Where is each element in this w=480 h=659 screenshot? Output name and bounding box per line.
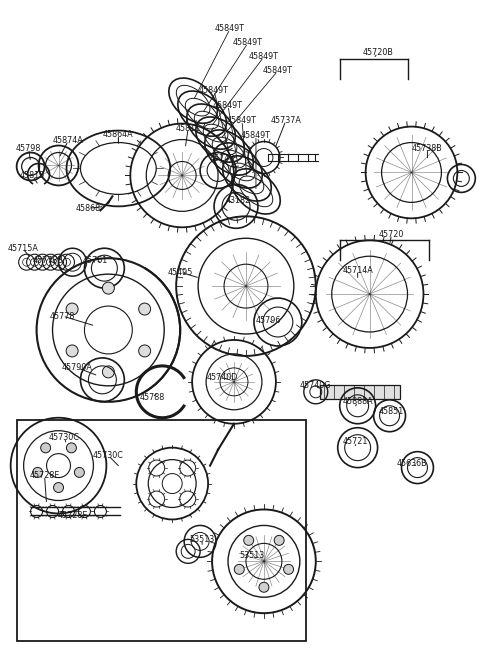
Text: 45720B: 45720B [362,48,393,57]
Text: 45849T: 45849T [227,116,257,125]
Circle shape [41,443,50,453]
Text: 45721: 45721 [343,437,368,446]
Circle shape [54,482,63,492]
Text: 45728E: 45728E [29,471,60,480]
Text: 45788: 45788 [140,393,165,402]
Text: 45849T: 45849T [241,131,271,140]
Circle shape [66,303,78,315]
Circle shape [284,564,294,575]
Text: 45849T: 45849T [263,67,293,75]
Text: 45740D: 45740D [206,374,238,382]
Text: 43182: 43182 [226,196,251,205]
Text: 45790A: 45790A [62,363,93,372]
Text: 45811: 45811 [176,124,201,133]
Text: 45636B: 45636B [396,459,427,468]
Text: 45737A: 45737A [270,116,301,125]
Text: 45819: 45819 [20,171,45,180]
Circle shape [102,282,114,294]
Text: 45728E: 45728E [57,511,88,520]
Text: 45864A: 45864A [103,130,133,139]
Text: 45849T: 45849T [233,38,263,47]
Text: 45849T: 45849T [215,24,245,34]
Text: 45778: 45778 [50,312,75,320]
Text: 53513: 53513 [190,535,215,544]
Circle shape [244,535,253,546]
Circle shape [259,583,269,592]
Text: 45715A: 45715A [7,244,38,253]
Text: 45738B: 45738B [412,144,443,153]
Text: 45849T: 45849T [213,101,243,110]
Text: 45761: 45761 [83,256,108,265]
Circle shape [139,303,151,315]
Text: 45778B: 45778B [33,256,64,265]
Text: 45798: 45798 [16,144,41,153]
Circle shape [102,366,114,378]
Text: 45748: 45748 [209,154,235,163]
Text: 45720: 45720 [379,230,404,239]
Text: 45714A: 45714A [342,266,373,275]
Text: 45730C: 45730C [93,451,124,460]
Bar [17,420,306,641]
Text: 45849T: 45849T [199,86,229,95]
Bar [320,385,399,399]
Text: 45851: 45851 [379,407,404,416]
Text: 53513: 53513 [240,551,264,560]
Circle shape [274,535,284,546]
Circle shape [139,345,151,357]
Text: 45888A: 45888A [342,397,373,407]
Circle shape [66,443,76,453]
Text: 45874A: 45874A [53,136,84,145]
Text: 45495: 45495 [168,268,193,277]
Text: 45849T: 45849T [249,52,279,61]
Text: 45868: 45868 [76,204,101,213]
Text: 45730C: 45730C [49,433,80,442]
Text: 45740G: 45740G [300,382,332,390]
Circle shape [74,467,84,477]
Circle shape [66,345,78,357]
Circle shape [234,564,244,575]
Text: 45796: 45796 [255,316,281,324]
Circle shape [33,467,43,477]
